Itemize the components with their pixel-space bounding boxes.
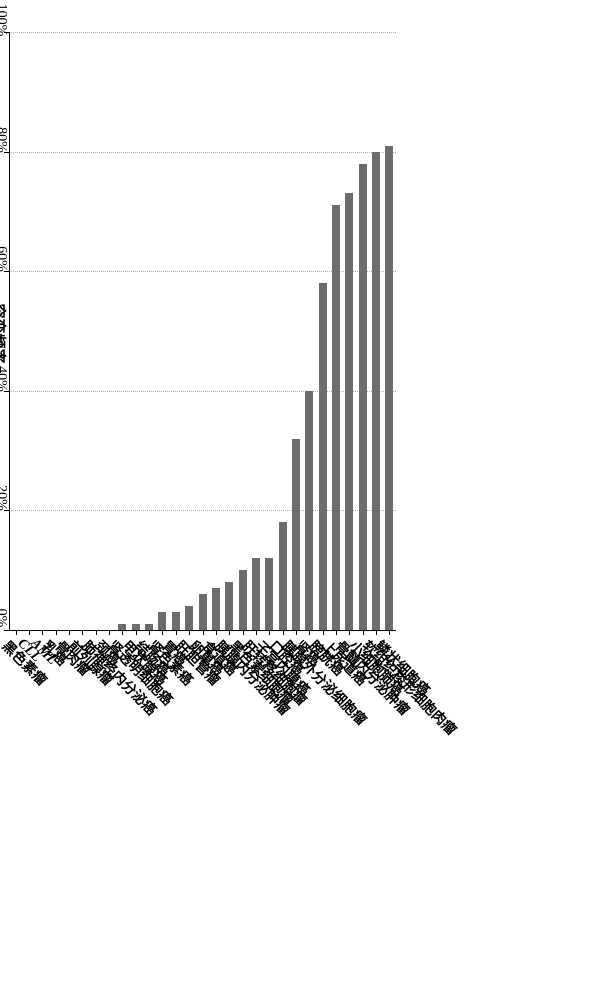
category-tick-mark bbox=[309, 630, 310, 635]
bar bbox=[332, 205, 340, 630]
bar bbox=[252, 558, 260, 630]
bar bbox=[305, 391, 313, 630]
category-tick-mark bbox=[82, 630, 83, 635]
category-tick-mark bbox=[203, 630, 204, 635]
category-tick-mark bbox=[149, 630, 150, 635]
bar bbox=[385, 146, 393, 630]
category-tick-mark bbox=[336, 630, 337, 635]
bar bbox=[158, 612, 166, 630]
bar bbox=[319, 283, 327, 630]
bar bbox=[359, 164, 367, 630]
category-tick-mark bbox=[243, 630, 244, 635]
category-tick-mark bbox=[122, 630, 123, 635]
bar bbox=[372, 152, 380, 630]
bar bbox=[265, 558, 273, 630]
category-tick-mark bbox=[42, 630, 43, 635]
category-tick-mark bbox=[363, 630, 364, 635]
bar bbox=[212, 588, 220, 630]
category-tick-mark bbox=[376, 630, 377, 635]
x-tick-label: 80% bbox=[0, 120, 9, 160]
plot-area: 0%20%40%60%80%100%黑色素瘤CLLAML乳癌骨肉瘤前列腺瘤肺神经… bbox=[9, 32, 396, 630]
category-tick-mark bbox=[296, 630, 297, 635]
bar bbox=[279, 522, 287, 630]
bar bbox=[345, 193, 353, 630]
chart-page: { "chart": { "type": "bar-horizontal-rot… bbox=[0, 0, 599, 1000]
bar bbox=[199, 594, 207, 630]
x-tick-label: 0% bbox=[0, 598, 9, 638]
category-tick-mark bbox=[216, 630, 217, 635]
category-tick-mark bbox=[29, 630, 30, 635]
bar bbox=[225, 582, 233, 630]
category-tick-mark bbox=[16, 630, 17, 635]
category-tick-mark bbox=[189, 630, 190, 635]
category-tick-mark bbox=[109, 630, 110, 635]
category-tick-mark bbox=[136, 630, 137, 635]
category-tick-mark bbox=[269, 630, 270, 635]
category-tick-mark bbox=[96, 630, 97, 635]
category-tick-mark bbox=[69, 630, 70, 635]
category-tick-mark bbox=[283, 630, 284, 635]
bar bbox=[292, 439, 300, 630]
category-tick-mark bbox=[256, 630, 257, 635]
category-tick-mark bbox=[162, 630, 163, 635]
gridline bbox=[9, 32, 396, 33]
category-tick-mark bbox=[56, 630, 57, 635]
category-tick-mark bbox=[176, 630, 177, 635]
x-tick-label: 100% bbox=[0, 0, 9, 40]
category-tick-mark bbox=[389, 630, 390, 635]
gridline bbox=[9, 152, 396, 153]
category-tick-mark bbox=[349, 630, 350, 635]
x-tick-label: 40% bbox=[0, 359, 9, 399]
category-tick-mark bbox=[323, 630, 324, 635]
y-axis-label: 突变频率 bbox=[0, 303, 10, 363]
x-tick-label: 20% bbox=[0, 478, 9, 518]
bar bbox=[239, 570, 247, 630]
category-tick-mark bbox=[229, 630, 230, 635]
x-tick-label: 60% bbox=[0, 239, 9, 279]
bar bbox=[185, 606, 193, 630]
bar bbox=[172, 612, 180, 630]
